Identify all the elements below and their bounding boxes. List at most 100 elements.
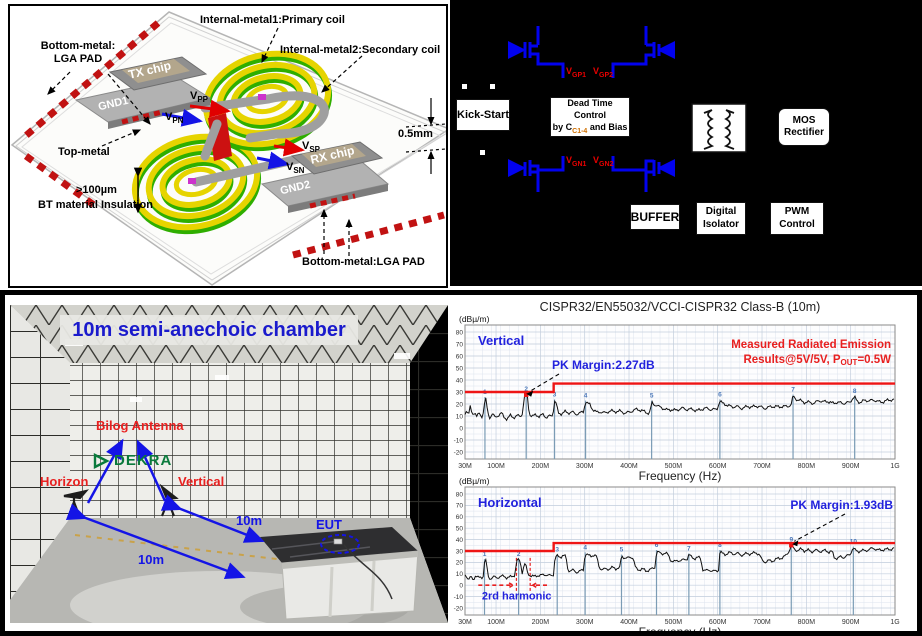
- x-tick-label: 700M: [753, 463, 771, 470]
- dead-time-pre: by C: [552, 121, 573, 132]
- peak-number: 7: [687, 545, 691, 552]
- pk-margin-label: PK Margin:1.93dB: [790, 498, 893, 512]
- label-0p5mm: 0.5mm: [398, 128, 433, 140]
- label-vsp: VSP: [302, 140, 320, 154]
- y-axis-label: (dBµ/m): [459, 314, 490, 324]
- vgp2-base: V: [593, 66, 600, 76]
- peak-number: 1: [483, 551, 487, 558]
- label-internal-metal2: Internal-metal2:Secondary coil: [280, 44, 441, 56]
- y-tick-label: 80: [456, 491, 464, 498]
- y-tick-label: -20: [454, 449, 464, 456]
- vgn1-base: V: [566, 155, 573, 165]
- pwm-line2: Control: [779, 218, 815, 230]
- y-tick-label: 10: [456, 571, 464, 578]
- y-tick-label: 30: [456, 548, 464, 555]
- label-vgp2: VGP2: [593, 66, 613, 79]
- vpp-base: V: [190, 90, 198, 102]
- digital-isolator-line1: Digital: [705, 206, 737, 217]
- label-insulation-1: >100µm: [76, 184, 117, 196]
- limit-line: [465, 541, 895, 553]
- table-body-shadow: [282, 551, 418, 569]
- polarization-label: Vertical: [478, 333, 524, 348]
- pk-margin-arrow: [528, 373, 560, 393]
- transformer-box: [691, 103, 747, 153]
- limit-line: [465, 382, 895, 394]
- peak-number: 2: [524, 386, 528, 393]
- via-detail: [258, 94, 266, 100]
- label-vgp1: VGP1: [566, 66, 586, 79]
- vgp1-sub: GP1: [572, 71, 587, 79]
- peak-number: 3: [553, 391, 557, 398]
- label-vpn: VPN: [165, 111, 183, 125]
- y-tick-label: 50: [456, 365, 464, 372]
- y-tick-label: 20: [456, 401, 464, 408]
- vgp1-base: V: [566, 66, 573, 76]
- dekra-triangle-icon: [93, 452, 110, 469]
- x-tick-label: 600M: [709, 619, 727, 626]
- peak-number: 8: [718, 542, 722, 549]
- red-note-line1: Measured Radiated Emission: [731, 339, 891, 351]
- vgn1-sub: GN1: [572, 160, 587, 168]
- y-tick-label: 60: [456, 514, 464, 521]
- right-wall: [410, 305, 448, 623]
- x-tick-label: 100M: [487, 619, 505, 626]
- transformer-icon: [703, 109, 735, 150]
- vsp-arrow: [273, 138, 305, 157]
- y-tick-label: 50: [456, 526, 464, 533]
- kick-start-label: Kick-Start: [457, 109, 509, 121]
- y-tick-label: -20: [454, 605, 464, 612]
- vpn-base: V: [165, 111, 173, 123]
- y-tick-label: 10: [456, 413, 464, 420]
- annotation-arrows-blue: [65, 438, 265, 579]
- peak-number: 5: [650, 393, 654, 400]
- vgn2-sub: GN2: [599, 160, 614, 168]
- terminal-dot: [490, 84, 495, 89]
- label-top-metal: Top-metal: [58, 146, 110, 158]
- y-tick-label: 20: [456, 560, 464, 567]
- x-tick-label: 900M: [842, 619, 860, 626]
- chamber-title-banner: 10m semi-anechoic chamber: [60, 315, 358, 345]
- peak-number: 2: [517, 551, 521, 558]
- mos-line1: MOS: [792, 114, 816, 126]
- label-bilog-antenna: Bilog Antenna: [96, 418, 184, 433]
- annotation-arrows: [47, 27, 363, 256]
- x-tick-label: 300M: [576, 463, 594, 470]
- vpp-arrow: [189, 99, 231, 118]
- circuit-wires: [450, 26, 747, 192]
- pad-strip-under-rx: [309, 193, 356, 209]
- table-top-sheen: [271, 540, 371, 558]
- vsn-arrow: [256, 151, 290, 170]
- back-wall: [70, 363, 410, 518]
- eut-device: [333, 538, 343, 545]
- peak-number: 4: [584, 393, 588, 400]
- label-bottom-metal-lga: Bottom-metal: LGA PAD: [28, 40, 128, 65]
- x-tick-label: 30M: [458, 463, 472, 470]
- x-tick-label: 800M: [798, 619, 816, 626]
- pk-peak-marker: [523, 392, 529, 397]
- table-legs: [328, 560, 376, 618]
- pk-margin-arrowhead: [526, 390, 534, 397]
- y-tick-label: 70: [456, 341, 464, 348]
- chip-3d-panel: Internal-metal1:Primary coil Internal-me…: [8, 4, 448, 288]
- peak-number: 6: [718, 391, 722, 398]
- x-axis-label: Frequency (Hz): [639, 625, 722, 631]
- label-vsn: VSN: [286, 161, 304, 175]
- y-axis-label: (dBµ/m): [459, 476, 490, 486]
- red-note-line2: Results@5V/5V, POUT=0.5W: [743, 354, 891, 367]
- label-vertical: Vertical: [178, 474, 225, 489]
- peak-number: 9: [789, 536, 793, 543]
- pk-margin-label: PK Margin:2.27dB: [552, 358, 655, 372]
- dimension-0p5mm: [405, 98, 446, 174]
- tx-chip-top: [122, 59, 190, 83]
- label-bottom-metal-line2: LGA PAD: [53, 52, 103, 65]
- terminal-dot: [480, 150, 485, 155]
- pwm-control-box: PWM Control: [770, 202, 824, 235]
- gate-drive-wires: [510, 26, 672, 192]
- lga-pad-row-bottomright: [292, 211, 445, 259]
- label-10m-upper: 10m: [236, 513, 263, 528]
- x-axis-label: Frequency (Hz): [639, 469, 722, 483]
- x-tick-label: 900M: [842, 463, 860, 470]
- vpn-sub: PN: [172, 116, 184, 126]
- x-tick-label: 1G: [890, 463, 899, 470]
